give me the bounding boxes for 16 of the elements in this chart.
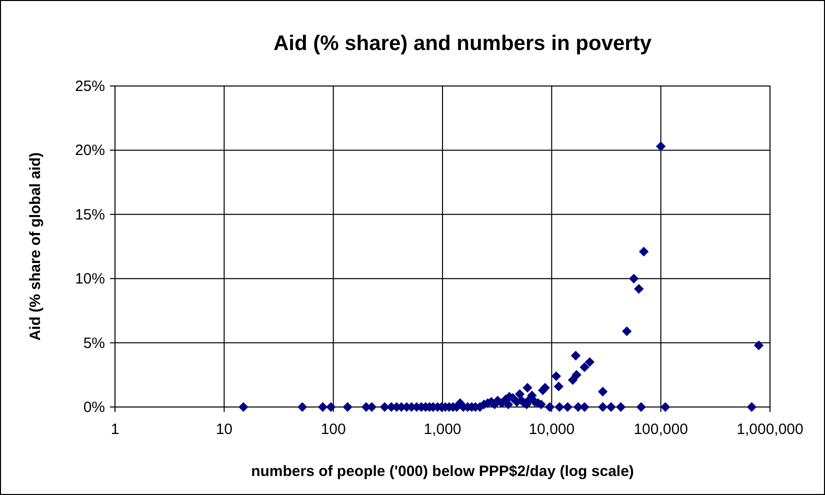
x-tick-label: 100,000 xyxy=(634,421,688,438)
x-tick-label: 10,000 xyxy=(528,421,575,438)
y-tick-label: 20% xyxy=(74,142,105,160)
y-tick-label: 10% xyxy=(74,270,105,288)
y-tick-label: 5% xyxy=(83,334,105,352)
chart-title: Aid (% share) and numbers in poverty xyxy=(273,32,652,55)
x-tick-label: 100 xyxy=(320,421,346,438)
x-tick-label: 1 xyxy=(110,421,120,438)
y-tick-label: 15% xyxy=(74,206,105,224)
y-tick-label: 0% xyxy=(83,399,105,416)
x-tick-label: 1,000 xyxy=(424,421,462,438)
y-tick-label: 25% xyxy=(74,78,105,95)
x-tick-label: 1,000,000 xyxy=(736,421,804,438)
x-tick-label: 10 xyxy=(216,421,233,438)
x-axis-title: numbers of people ('000) below PPP$2/day (log scale) xyxy=(251,463,634,480)
y-axis-title: Aid (% share of global aid) xyxy=(27,152,44,341)
